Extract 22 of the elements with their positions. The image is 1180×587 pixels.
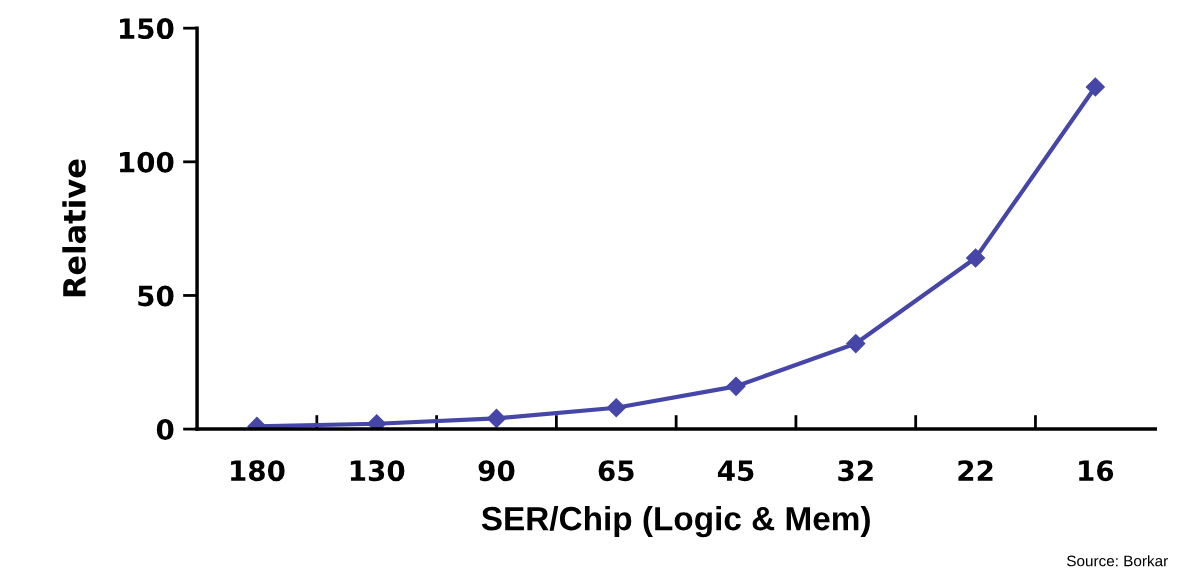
y-tick-label: 50 [138, 285, 174, 307]
point [1085, 77, 1105, 97]
x-tick-label: 180 [231, 460, 285, 482]
point [606, 398, 626, 418]
y-axis-title: Relative [62, 159, 86, 297]
point [367, 414, 387, 430]
point [486, 408, 507, 428]
x-tick-label: 45 [717, 460, 754, 482]
x-tick-label: 22 [958, 460, 993, 481]
point [846, 334, 866, 354]
x-axis-title: SER/Chip (Logic & Mem) [481, 505, 870, 538]
x-tick-label: 16 [1079, 460, 1114, 482]
x-tick-label: 65 [598, 460, 634, 482]
x-tick-label: 90 [478, 460, 515, 482]
x-tick-label: 130 [350, 460, 405, 482]
y-tick-label: 100 [119, 151, 174, 173]
y-tick-label: 0 [156, 419, 174, 441]
point [726, 376, 746, 396]
point [966, 248, 986, 268]
source-note: Source: Borkar [1067, 555, 1168, 567]
y-tick-label: 150 [119, 18, 174, 40]
x-tick-label: 32 [838, 460, 873, 482]
